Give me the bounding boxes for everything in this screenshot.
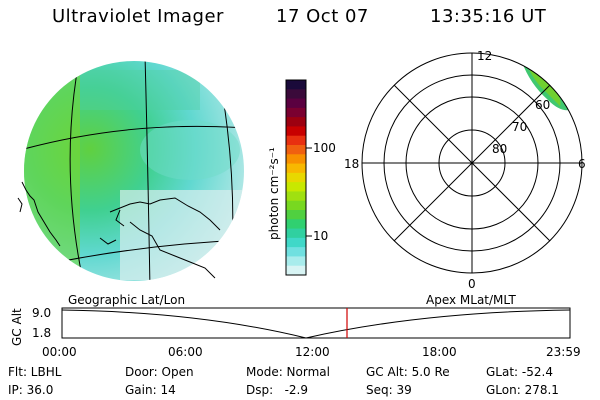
color-scale-bar [286,80,306,276]
colorbar-segment [286,247,306,257]
colorbar-tick-high: 100 [313,141,336,155]
polar-label-bottom: 0 [468,277,476,291]
colorbar-segment [286,135,306,146]
colorbar-segment [286,200,306,211]
dsp-status: Dsp: -2.9 [246,383,309,397]
timeline-x-tick-2359: 23:59 [546,345,581,359]
colorbar-segment [286,265,306,276]
colorbar-segment [286,191,306,202]
timeline-y-tick-low: 1.8 [32,326,51,340]
polar-lat-label-80: 80 [492,142,507,156]
colorbar-segment [286,80,306,90]
glat-status: GLat: -52.4 [486,365,553,379]
uv-globe-image [17,61,244,281]
timeline-x-tick-0600: 06:00 [168,345,203,359]
colorbar-tick-low: 10 [313,229,328,243]
colorbar-segment [286,117,306,127]
polar-label-right: 6 [578,157,586,171]
colorbar-segment [286,107,306,118]
timeline-x-tick-1200: 12:00 [295,345,330,359]
polar-label-left: 18 [344,157,359,171]
colorbar-segment [286,163,306,174]
gain-status: Gain: 14 [125,383,176,397]
colorbar-segment [286,89,306,100]
timeline-frame [61,307,571,339]
colorbar-segment [286,126,306,137]
mode-status: Mode: Normal [246,365,330,379]
image-date: 17 Oct 07 [276,6,369,27]
colorbar-segment [286,145,306,155]
color-scale-frame [285,79,307,276]
timeline-x-tick-0000: 00:00 [42,345,77,359]
colorbar-segment [286,154,306,165]
polar-lat-label-70: 70 [512,120,527,134]
filter-status: Flt: LBHL [8,365,62,379]
timeline-right-title: Apex MLat/MLT [426,293,516,307]
image-time: 13:35:16 UT [430,6,547,27]
colorbar-segment [286,256,306,267]
polar-mlt-plot [361,52,583,274]
door-status: Door: Open [125,365,194,379]
colorbar-axis-label: photon cm⁻²s⁻¹ [267,147,281,240]
orbit-altitude-curve [61,309,571,339]
colorbar-segment [286,182,306,192]
gc-alt-status: GC Alt: 5.0 Re [366,365,450,379]
colorbar-segment [286,237,306,248]
seq-status: Seq: 39 [366,383,412,397]
timeline-y-axis-label: GC Alt [10,308,24,346]
glon-status: GLon: 278.1 [486,383,559,397]
timeline-x-tick-1800: 18:00 [422,345,457,359]
colorbar-segment [286,210,306,220]
ip-status: IP: 36.0 [8,383,54,397]
colorbar-segment [286,228,306,239]
timeline-left-title: Geographic Lat/Lon [68,293,185,307]
colorbar-segment [286,219,306,230]
polar-label-top: 12 [477,49,492,63]
colorbar-segment [286,172,306,183]
timeline-y-tick-high: 9.0 [32,306,51,320]
colorbar-segment [286,98,306,109]
image-title: Ultraviolet Imager [52,6,224,27]
polar-lat-label-60: 60 [535,98,550,112]
